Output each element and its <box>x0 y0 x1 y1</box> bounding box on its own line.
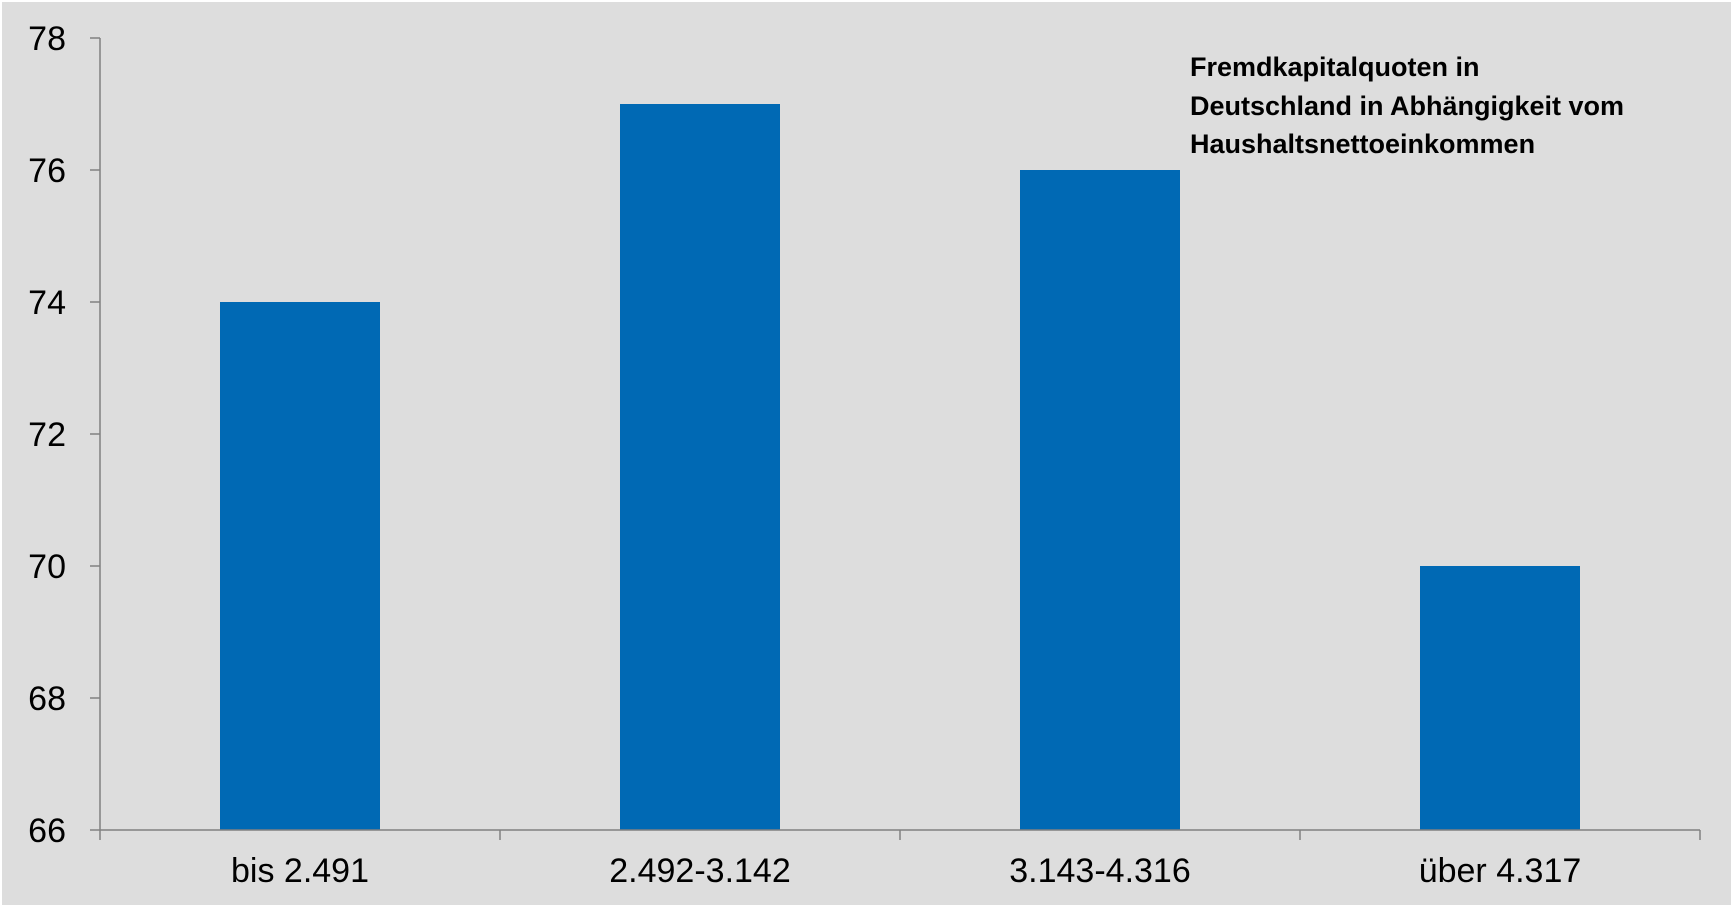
bar-1 <box>220 302 380 830</box>
chart-title: Fremdkapitalquoten in Deutschland in Abh… <box>1190 52 1632 159</box>
y-ticks-group: 66 68 70 72 74 76 78 <box>28 20 100 850</box>
x-tick-label: 3.143-4.316 <box>1009 852 1191 890</box>
x-tick-label: 2.492-3.142 <box>609 852 791 890</box>
bar-3 <box>1020 170 1180 830</box>
y-tick-label: 66 <box>28 812 66 850</box>
bars-group <box>220 104 1580 830</box>
chart-title-line-3: Haushaltsnettoeinkommen <box>1190 129 1535 159</box>
x-labels-group: bis 2.491 2.492-3.142 3.143-4.316 über 4.31… <box>231 852 1581 890</box>
bar-2 <box>620 104 780 830</box>
chart-title-line-1: Fremdkapitalquoten in <box>1190 52 1480 82</box>
y-tick-label: 76 <box>28 152 66 190</box>
y-tick-label: 72 <box>28 416 66 454</box>
y-tick-label: 74 <box>28 284 66 322</box>
x-tick-label: über 4.317 <box>1419 852 1582 890</box>
y-tick-label: 68 <box>28 680 66 718</box>
bar-4 <box>1420 566 1580 830</box>
chart-title-line-2: Deutschland in Abhängigkeit vom <box>1190 91 1624 121</box>
y-tick-label: 78 <box>28 20 66 58</box>
y-tick-label: 70 <box>28 548 66 586</box>
x-tick-label: bis 2.491 <box>231 852 369 890</box>
